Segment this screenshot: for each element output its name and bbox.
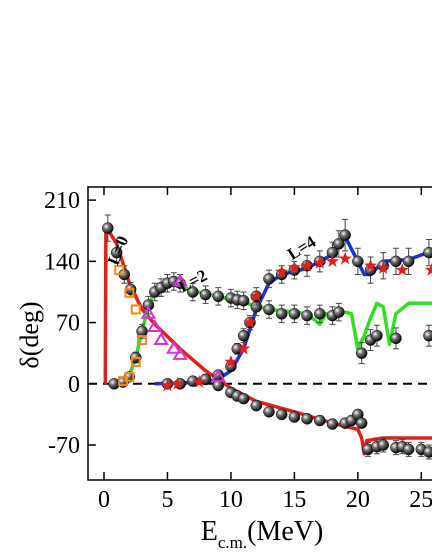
data-point bbox=[355, 417, 368, 429]
data-point bbox=[402, 255, 415, 268]
x-tick-label: 10 bbox=[219, 487, 243, 513]
data-point bbox=[146, 318, 163, 332]
data-point bbox=[363, 258, 378, 272]
data-point bbox=[263, 273, 275, 285]
data-point bbox=[237, 329, 250, 342]
data-point bbox=[237, 341, 251, 355]
data-point bbox=[199, 288, 212, 301]
data-point bbox=[423, 329, 432, 342]
data-point bbox=[249, 289, 263, 302]
data-point bbox=[390, 332, 402, 345]
data-point bbox=[326, 418, 339, 430]
data-point bbox=[423, 446, 432, 458]
data-point bbox=[325, 254, 340, 267]
data-point bbox=[275, 408, 288, 421]
data-point bbox=[287, 260, 301, 274]
data-point bbox=[301, 309, 313, 322]
data-point bbox=[187, 286, 199, 298]
x-tick-label: 20 bbox=[346, 487, 370, 513]
data-point bbox=[301, 413, 313, 425]
x-label-sub: c.m. bbox=[218, 533, 247, 552]
data-point bbox=[300, 258, 314, 272]
data-point bbox=[243, 315, 257, 329]
data-point bbox=[142, 299, 155, 311]
data-point bbox=[263, 406, 275, 418]
data-point bbox=[166, 340, 182, 354]
data-point bbox=[212, 290, 224, 303]
data-point bbox=[424, 263, 432, 276]
curve-label: L=4 bbox=[284, 232, 320, 264]
data-point bbox=[130, 304, 141, 315]
x-tick-label: 15 bbox=[282, 487, 306, 513]
x-tick-label: 25 bbox=[409, 487, 432, 513]
data-point bbox=[377, 439, 389, 451]
data-point bbox=[237, 392, 250, 405]
data-point bbox=[110, 246, 123, 259]
data-point bbox=[376, 261, 390, 274]
data-point bbox=[371, 329, 383, 342]
y-tick-label: 140 bbox=[44, 249, 80, 275]
x-axis-label: Ec.m.(MeV) bbox=[201, 516, 324, 552]
data-point bbox=[338, 251, 352, 265]
data-point bbox=[124, 371, 135, 382]
data-point bbox=[288, 411, 301, 423]
fit-line bbox=[110, 283, 432, 386]
data-point bbox=[124, 287, 135, 298]
data-point bbox=[423, 246, 432, 259]
data-point bbox=[355, 347, 368, 359]
data-point bbox=[172, 346, 188, 360]
data-point bbox=[275, 264, 289, 278]
data-point bbox=[137, 335, 148, 346]
axis-frame bbox=[87, 186, 432, 481]
data-point bbox=[224, 354, 238, 368]
data-point bbox=[263, 303, 275, 316]
y-tick-label: 210 bbox=[44, 188, 80, 214]
data-point bbox=[102, 222, 114, 234]
x-label-unit: (MeV) bbox=[247, 516, 323, 547]
data-point bbox=[333, 238, 345, 250]
x-tick-label: 5 bbox=[161, 487, 173, 513]
data-point bbox=[314, 414, 326, 427]
data-point bbox=[130, 356, 141, 367]
data-point bbox=[210, 368, 226, 382]
data-point bbox=[250, 399, 263, 412]
data-point bbox=[275, 308, 288, 320]
y-axis-label: δ(deg) bbox=[15, 301, 44, 368]
data-point bbox=[172, 273, 188, 287]
y-tick-label: 70 bbox=[56, 311, 80, 337]
data-point bbox=[402, 443, 415, 456]
y-tick-label: -70 bbox=[48, 433, 80, 459]
data-point bbox=[339, 229, 351, 241]
data-point bbox=[160, 378, 175, 392]
x-label-main: E bbox=[201, 516, 218, 547]
data-point bbox=[313, 256, 327, 269]
data-point bbox=[237, 294, 250, 307]
data-point bbox=[352, 255, 364, 268]
data-point bbox=[114, 265, 125, 276]
data-point bbox=[333, 306, 345, 318]
data-point bbox=[390, 255, 402, 268]
data-point bbox=[171, 376, 185, 390]
data-point bbox=[192, 375, 206, 388]
data-point bbox=[288, 308, 301, 320]
data-point bbox=[395, 263, 409, 276]
data-point bbox=[140, 305, 157, 319]
data-point bbox=[314, 308, 326, 320]
y-tick-label: 0 bbox=[68, 372, 80, 398]
x-tick-label: 0 bbox=[98, 487, 110, 513]
data-point bbox=[153, 332, 169, 346]
